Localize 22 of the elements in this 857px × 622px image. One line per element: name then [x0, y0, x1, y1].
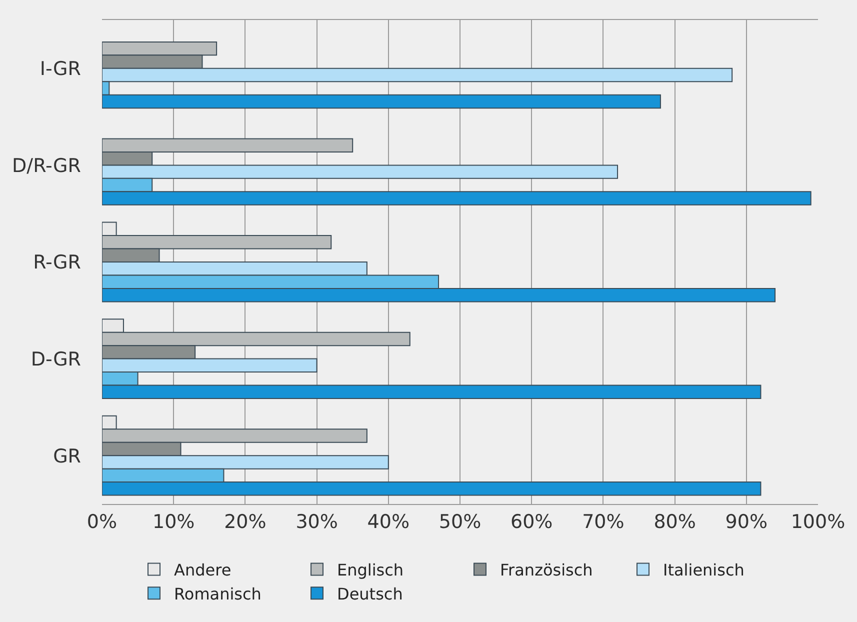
- y-tick-label: I-GR: [40, 58, 81, 80]
- legend-label: Englisch: [337, 560, 404, 580]
- legend-label: Romanisch: [174, 584, 262, 604]
- legend-label: Deutsch: [337, 584, 403, 604]
- x-tick-label: 70%: [582, 510, 624, 533]
- y-tick-label: GR: [53, 445, 81, 468]
- x-tick-label: 80%: [654, 510, 696, 533]
- x-tick-label: 20%: [224, 510, 266, 533]
- legend-label: Französisch: [500, 560, 593, 580]
- x-tick-label: 60%: [510, 510, 553, 533]
- y-tick-label: D-GR: [30, 348, 81, 370]
- x-tick-label: 100%: [790, 510, 846, 533]
- x-tick-label: 40%: [367, 510, 410, 533]
- y-tick-label: R-GR: [33, 252, 81, 274]
- x-tick-label: 10%: [152, 510, 195, 533]
- x-tick-label: 50%: [438, 510, 482, 533]
- x-tick-label: 30%: [296, 510, 338, 533]
- x-tick-label: 0%: [86, 510, 118, 533]
- legend-label: Andere: [174, 560, 232, 580]
- x-tick-label: 90%: [725, 510, 768, 533]
- y-tick-label: D/R-GR: [12, 154, 81, 177]
- legend-label: Italienisch: [663, 560, 744, 580]
